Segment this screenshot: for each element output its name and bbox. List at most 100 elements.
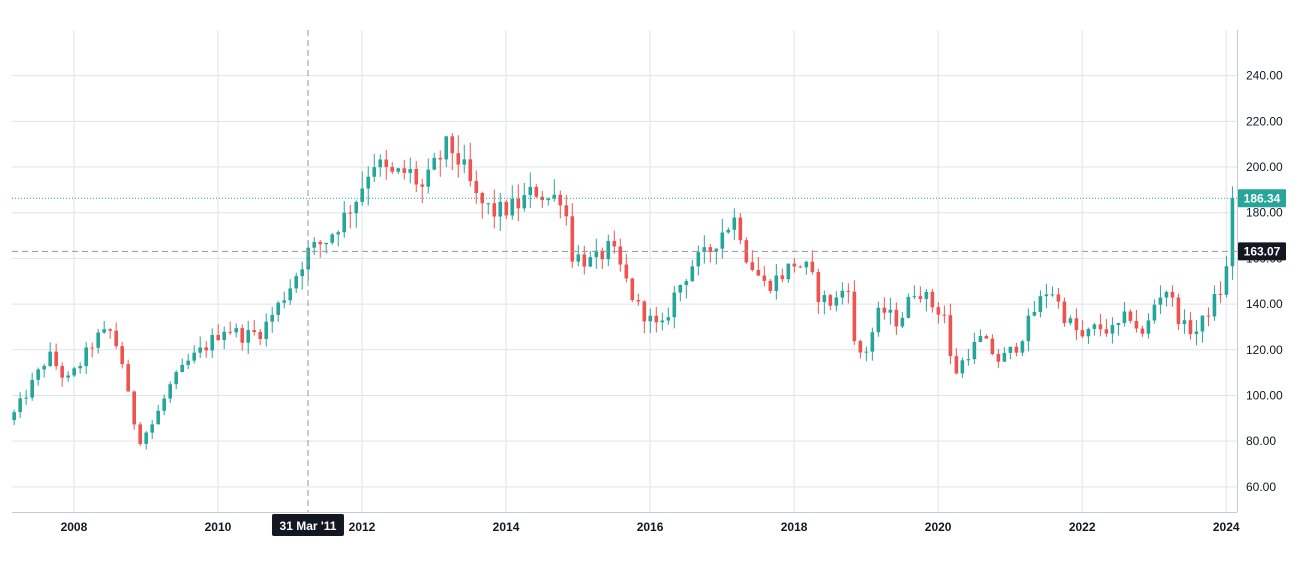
candle-body — [330, 234, 335, 243]
candle-body — [954, 356, 959, 374]
candle-body — [288, 288, 293, 301]
candle-body — [624, 264, 629, 279]
candle-body — [960, 360, 965, 374]
candle-body — [480, 193, 485, 204]
candle-body — [522, 195, 527, 209]
candle-body — [966, 359, 971, 361]
candle-body — [888, 309, 893, 313]
candle-body — [726, 229, 731, 233]
candle-body — [210, 334, 215, 351]
candle-body — [390, 167, 395, 172]
candle-body — [864, 351, 869, 353]
candles — [12, 132, 1235, 450]
candle-body — [144, 432, 148, 444]
candle-body — [720, 232, 725, 249]
candle-body — [72, 368, 76, 376]
candle-body — [1134, 320, 1139, 329]
candle-body — [1086, 328, 1091, 337]
candle-body — [1092, 324, 1097, 329]
candle-body — [324, 242, 329, 245]
candle-body — [192, 352, 197, 361]
candle-body — [558, 194, 563, 206]
candle-body — [1170, 292, 1175, 298]
candle-body — [198, 347, 203, 353]
candle-body — [228, 331, 233, 333]
candle-body — [768, 280, 773, 291]
candle-body — [450, 136, 455, 154]
candle-body — [696, 252, 701, 267]
candle-body — [1116, 323, 1121, 326]
candle-body — [576, 254, 581, 262]
last-price-tag-label: 186.34 — [1244, 191, 1281, 205]
candle-body — [594, 250, 599, 258]
candle-body — [804, 261, 809, 268]
candle-body — [258, 331, 263, 339]
candle-body — [1146, 320, 1151, 334]
candle-body — [930, 291, 935, 308]
candle-body — [96, 332, 100, 348]
candle-body — [108, 329, 112, 331]
price-tags: 186.34 163.07 31 Mar '11 — [271, 189, 1286, 536]
candle-body — [246, 330, 251, 343]
candle-body — [174, 372, 178, 385]
candle-body — [1038, 296, 1043, 312]
candle-body — [948, 315, 953, 357]
candle-body — [714, 248, 719, 252]
candle-body — [528, 186, 533, 196]
candle-body — [168, 384, 172, 399]
candle-body — [414, 168, 419, 185]
candle-body — [126, 364, 130, 392]
x-tick-label: 2012 — [349, 520, 376, 534]
candle-body — [756, 269, 761, 276]
candle-body — [36, 369, 40, 380]
candle-body — [264, 321, 269, 339]
candle-body — [600, 250, 605, 260]
candle-body — [276, 302, 281, 315]
candle-body — [1044, 294, 1049, 297]
candle-body — [216, 334, 221, 341]
candle-body — [444, 136, 449, 160]
candle-body — [636, 300, 641, 302]
candle-body — [612, 240, 617, 247]
candle-body — [1164, 292, 1169, 298]
x-tick-label: 2024 — [1213, 520, 1240, 534]
candle-body — [1128, 311, 1133, 321]
candle-body — [1200, 315, 1205, 332]
candle-body — [150, 424, 154, 433]
candle-body — [876, 307, 881, 333]
candle-body — [588, 257, 593, 267]
candle-body — [12, 412, 16, 421]
x-tick-label: 2014 — [493, 520, 520, 534]
x-tick-label: 2018 — [781, 520, 808, 534]
candle-body — [1224, 266, 1229, 295]
candle-body — [1206, 315, 1211, 317]
candle-body — [516, 198, 521, 209]
candle-body — [750, 262, 755, 270]
y-tick-label: 180.00 — [1246, 206, 1283, 220]
candle-body — [1158, 297, 1163, 305]
candle-body — [1008, 346, 1013, 353]
candle-body — [54, 351, 58, 367]
candle-body — [1026, 315, 1031, 342]
candle-body — [786, 263, 791, 280]
candle-body — [1080, 330, 1085, 337]
candle-body — [162, 398, 166, 411]
candle-body — [912, 296, 917, 298]
candle-body — [1050, 294, 1055, 296]
candle-body — [252, 330, 257, 332]
candle-body — [918, 296, 923, 299]
candle-body — [774, 275, 779, 291]
candle-body — [294, 276, 299, 289]
candle-body — [894, 309, 899, 327]
x-tick-label: 2020 — [925, 520, 952, 534]
candle-body — [18, 398, 22, 413]
x-tick-label: 2008 — [61, 520, 88, 534]
candle-body — [1176, 297, 1181, 325]
candle-body — [738, 217, 743, 241]
candle-body — [312, 241, 317, 248]
y-tick-label: 200.00 — [1246, 160, 1283, 174]
candle-body — [552, 194, 557, 199]
candle-body — [942, 314, 947, 316]
y-tick-label: 240.00 — [1246, 69, 1283, 83]
